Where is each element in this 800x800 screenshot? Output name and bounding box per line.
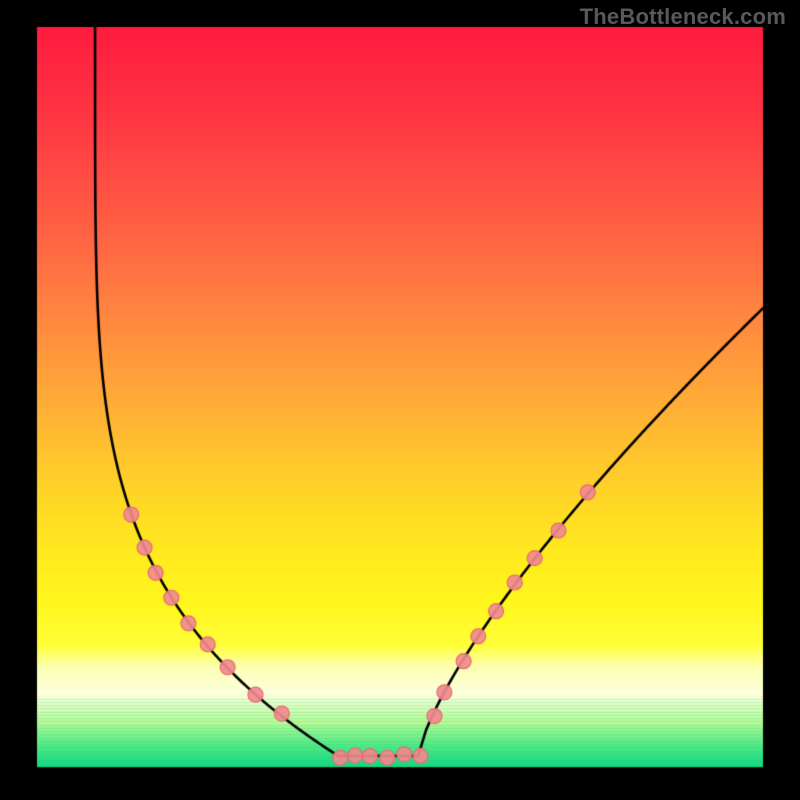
watermark-label: TheBottleneck.com (580, 4, 786, 30)
bottleneck-curve-chart (0, 0, 800, 800)
